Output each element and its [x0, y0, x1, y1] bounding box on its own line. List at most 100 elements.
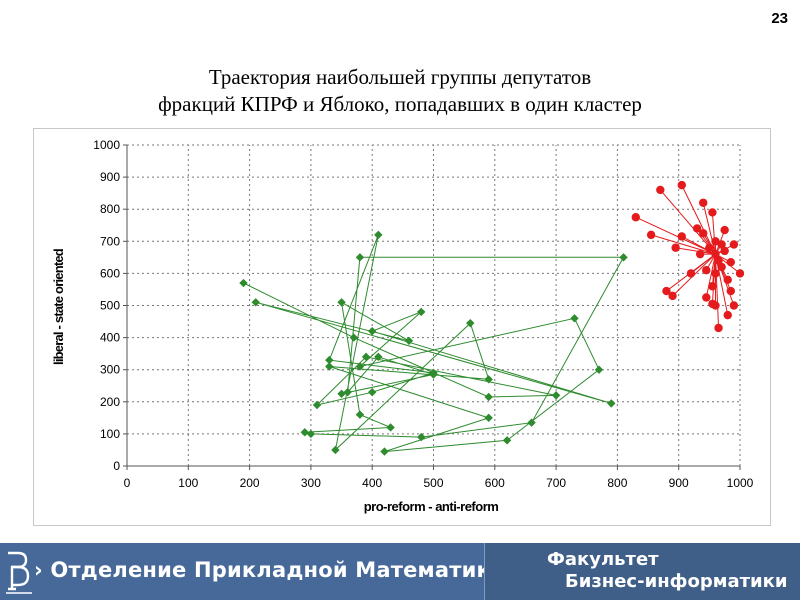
data-point: [380, 447, 389, 456]
department-name: Отделение Прикладной Математики: [50, 558, 506, 582]
data-point: [705, 243, 714, 252]
data-point: [677, 232, 686, 241]
slide-title-line2: фракций КПРФ и Яблоко, попадавших в один…: [158, 92, 642, 116]
series-line: [675, 247, 716, 255]
data-point: [702, 265, 711, 275]
data-point: [337, 298, 346, 307]
x-tick-label: 1000: [727, 476, 754, 490]
data-point: [708, 208, 717, 217]
series-line: [659, 189, 716, 255]
data-point: [656, 185, 665, 195]
series-line: [635, 216, 716, 255]
data-point: [708, 299, 717, 309]
series-line: [681, 184, 716, 255]
x-tick-label: 900: [669, 476, 689, 490]
axis-layer: 0 100 200 300 400 500 600 700 800 900 1000 0 100 200 3…: [93, 138, 753, 490]
x-tick-label: 500: [423, 476, 443, 490]
y-tick-label: 500: [100, 299, 120, 313]
data-point: [484, 375, 493, 384]
data-point: [361, 352, 371, 362]
faculty-line2: Бизнес-информатики: [565, 571, 788, 592]
scatter-chart: 0 100 200 300 400 500 600 700 800 900 1000 0 100 200 3…: [51, 138, 754, 514]
data-point: [355, 253, 365, 262]
data-point: [711, 269, 720, 278]
footer-right-panel: [485, 543, 800, 600]
data-point: [349, 333, 359, 342]
university-logo-icon: [6, 551, 32, 594]
y-tick-label: 800: [100, 202, 120, 216]
data-point: [404, 336, 414, 346]
footer-left-panel: › Отделение Прикладной Математики ›: [0, 543, 522, 600]
data-point: [331, 445, 340, 455]
series-line: [714, 254, 720, 328]
data-point: [720, 225, 729, 235]
y-tick-label: 600: [100, 266, 120, 280]
data-point: [668, 291, 677, 301]
data-point: [355, 410, 365, 419]
x-tick-label: 300: [301, 476, 321, 490]
x-tick-label: 0: [124, 476, 131, 490]
slide-number: 23: [771, 10, 788, 27]
footer-department: › Отделение Прикладной Математики ›: [34, 558, 522, 582]
series-line: [702, 202, 716, 255]
data-point: [374, 230, 383, 240]
label-layer: pro-reform - anti-reform liberal - state…: [51, 248, 499, 514]
x-tick-label: 600: [485, 476, 505, 490]
data-point: [239, 278, 248, 288]
data-point: [729, 301, 739, 310]
data-point: [646, 230, 656, 240]
data-point: [429, 370, 438, 379]
data-point: [695, 249, 705, 259]
slide-title: Траектория наибольшей группы депутатов ф…: [0, 64, 800, 118]
series-1: [631, 180, 745, 333]
data-point: [723, 275, 732, 285]
data-point: [677, 180, 686, 190]
data-point: [551, 391, 561, 400]
series-line: [650, 234, 716, 255]
series-line: [690, 253, 716, 274]
footer-faculty: Факультет Бизнес-информатики: [527, 549, 787, 593]
data-point: [300, 428, 309, 437]
x-tick-label: 700: [546, 476, 566, 490]
data-point: [417, 307, 426, 317]
y-tick-label: 1000: [93, 138, 120, 152]
data-point: [717, 240, 726, 249]
y-tick-label: 400: [100, 331, 120, 345]
data-point: [714, 323, 723, 333]
data-point: [711, 249, 720, 259]
data-point: [312, 400, 322, 410]
data-point: [686, 269, 696, 278]
data-point: [355, 362, 365, 371]
data-point: [484, 413, 493, 423]
data-point: [251, 298, 260, 307]
data-point: [717, 262, 726, 272]
x-tick-label: 800: [607, 476, 627, 490]
data-point: [631, 213, 640, 222]
data-point: [502, 436, 512, 445]
data-point: [484, 392, 493, 402]
data-point: [325, 362, 334, 371]
data-point: [374, 352, 383, 362]
y-axis-title: liberal - state oriented: [51, 248, 66, 365]
x-axis-title: pro-reform - anti-reform: [364, 499, 499, 514]
data-point: [368, 387, 377, 397]
series-0: [239, 230, 628, 456]
series-line: [711, 212, 716, 255]
series-line: [705, 254, 716, 298]
series-line: [243, 234, 625, 453]
data-point: [692, 224, 702, 233]
grid-layer: [127, 144, 741, 466]
data-point: [570, 314, 579, 323]
x-tick-label: 200: [240, 476, 260, 490]
y-tick-label: 900: [100, 170, 120, 184]
data-point: [417, 432, 426, 442]
data-point: [386, 423, 395, 432]
series-layer: [239, 180, 745, 456]
x-tick-label: 400: [362, 476, 382, 490]
slide-title-line1: Траектория наибольшей группы депутатов: [208, 65, 592, 89]
data-point: [720, 246, 729, 256]
data-point: [306, 429, 316, 439]
y-tick-label: 700: [100, 234, 120, 248]
data-point: [726, 257, 736, 267]
x-tick-label: 100: [178, 476, 198, 490]
